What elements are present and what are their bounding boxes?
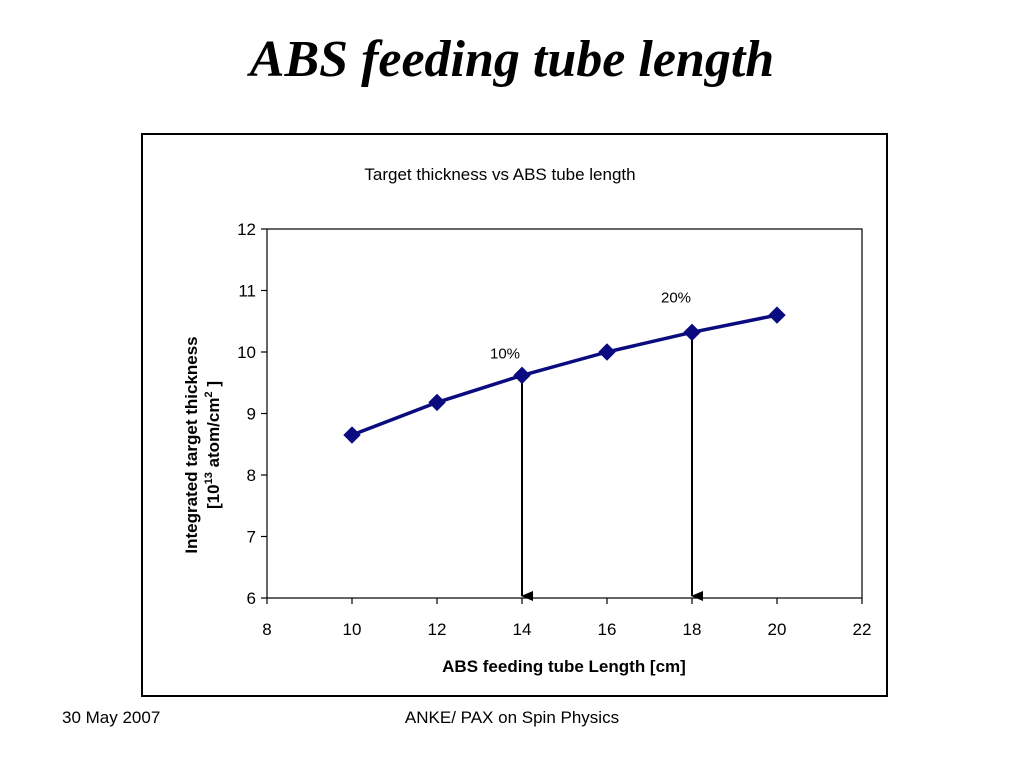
data-point <box>428 393 446 412</box>
y-axis-label-line1: Integrated target thickness <box>182 336 201 553</box>
y-tick-label: 10 <box>237 343 256 362</box>
x-tick-label: 16 <box>598 620 617 639</box>
y-tick-label: 9 <box>247 405 256 424</box>
y-tick-label: 11 <box>238 282 256 301</box>
x-tick-label: 8 <box>262 620 271 639</box>
x-tick-label: 12 <box>428 620 447 639</box>
series-line <box>351 313 778 437</box>
x-axis-label: ABS feeding tube Length [cm] <box>442 657 686 676</box>
slide-title: ABS feeding tube length <box>249 31 775 88</box>
annotation-label: 10% <box>490 345 520 362</box>
data-point <box>343 426 361 444</box>
y-tick-label: 8 <box>247 466 256 485</box>
y-tick-label: 7 <box>247 528 256 547</box>
plot-layer: 6 7 8 9 10 11 12 8 10 12 14 16 18 20 22 10% 20% <box>237 220 871 639</box>
x-tick-label: 10 <box>343 620 362 639</box>
plot-area <box>266 228 863 599</box>
data-point <box>768 306 786 324</box>
chart-svg: Target thickness vs ABS tube length ABS … <box>182 165 871 676</box>
data-point <box>513 366 531 385</box>
footer-date: 30 May 2007 <box>62 708 161 727</box>
y-tick-label: 12 <box>237 220 256 239</box>
y-axis-label-line2: [1013 atom/cm2 ] <box>203 381 223 509</box>
y-axis-label: Integrated target thickness [1013 atom/c… <box>182 336 223 553</box>
chart-title: Target thickness vs ABS tube length <box>364 165 635 184</box>
annotation-label: 20% <box>661 289 691 306</box>
footer-center: ANKE/ PAX on Spin Physics <box>404 708 620 727</box>
y-tick-label: 6 <box>247 589 256 608</box>
x-tick-label: 22 <box>853 620 872 639</box>
x-tick-label: 14 <box>513 620 532 639</box>
x-tick-label: 20 <box>768 620 787 639</box>
chart-frame: Target thickness vs ABS tube length ABS … <box>141 133 888 697</box>
data-point <box>683 323 701 342</box>
data-point <box>598 343 616 361</box>
x-tick-label: 18 <box>683 620 702 639</box>
